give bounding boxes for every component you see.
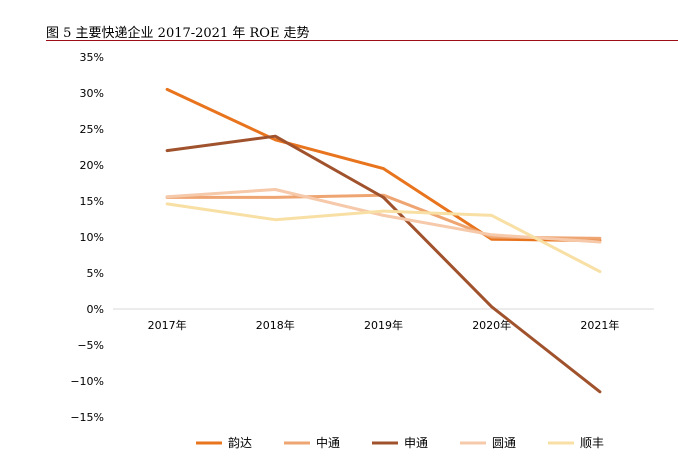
legend-label: 韵达 — [228, 435, 252, 450]
series-line-4 — [165, 188, 602, 244]
legend-label: 申通 — [404, 436, 428, 450]
legend-label: 顺丰 — [580, 436, 604, 450]
figure-title: 图 5 主要快递企业 2017-2021 年 ROE 走势 — [46, 26, 310, 41]
legend-label: 中通 — [316, 435, 340, 450]
y-tick-label: 5% — [87, 267, 104, 280]
legend: 韵达 中通 申通 圆通 顺丰 — [196, 435, 604, 450]
y-tick-label: −5% — [77, 339, 104, 352]
x-tick-label: 2020年 — [472, 318, 511, 332]
x-axis: 2017年 2018年 2019年 2020年 2021年 — [113, 308, 654, 332]
y-tick-label: 25% — [80, 123, 104, 136]
series-line-5 — [165, 202, 602, 274]
y-tick-label: 15% — [80, 195, 104, 208]
legend-label: 圆通 — [492, 436, 516, 450]
y-tick-label: 35% — [80, 51, 104, 64]
y-tick-label: −10% — [70, 375, 104, 388]
y-tick-label: −15% — [70, 411, 104, 424]
series-line-3 — [165, 134, 602, 394]
y-tick-label: 10% — [80, 231, 104, 244]
y-tick-label: 0% — [87, 303, 104, 316]
series-line-1 — [165, 87, 602, 243]
x-tick-label: 2017年 — [148, 318, 187, 332]
y-tick-label: 20% — [80, 159, 104, 172]
y-tick-label: 30% — [80, 87, 104, 100]
x-tick-label: 2021年 — [580, 318, 619, 332]
x-tick-label: 2019年 — [364, 318, 403, 332]
title-divider — [46, 40, 678, 41]
x-tick-label: 2018年 — [256, 318, 295, 332]
series-lines — [165, 87, 602, 394]
y-axis-ticks: 35% 30% 25% 20% 15% 10% 5% 0% −5% −10% −15% — [70, 51, 104, 424]
